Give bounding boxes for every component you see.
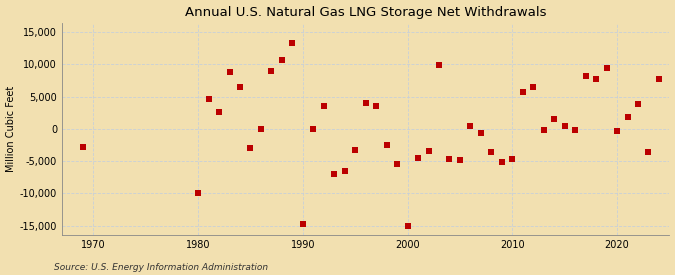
Point — [392, 162, 402, 167]
Point — [612, 129, 622, 134]
Point — [591, 77, 601, 81]
Point — [78, 145, 88, 149]
Point — [235, 85, 246, 89]
Point — [560, 123, 570, 128]
Point — [653, 77, 664, 81]
Point — [444, 156, 455, 161]
Point — [266, 69, 277, 73]
Point — [319, 103, 329, 108]
Point — [549, 116, 560, 121]
Point — [329, 172, 340, 176]
Point — [528, 85, 539, 89]
Point — [402, 224, 413, 228]
Point — [507, 157, 518, 161]
Point — [381, 143, 392, 147]
Point — [423, 149, 434, 154]
Point — [277, 58, 288, 62]
Point — [287, 41, 298, 45]
Point — [622, 115, 633, 120]
Text: Source: U.S. Energy Information Administration: Source: U.S. Energy Information Administ… — [54, 263, 268, 272]
Point — [454, 158, 465, 162]
Point — [486, 150, 497, 154]
Point — [350, 148, 360, 152]
Point — [601, 65, 612, 70]
Point — [518, 89, 529, 94]
Point — [360, 101, 371, 105]
Point — [580, 74, 591, 78]
Point — [340, 169, 350, 173]
Point — [256, 127, 267, 131]
Point — [496, 160, 507, 164]
Point — [539, 127, 549, 132]
Point — [412, 156, 423, 160]
Y-axis label: Million Cubic Feet: Million Cubic Feet — [5, 86, 16, 172]
Point — [371, 103, 381, 108]
Point — [203, 97, 214, 101]
Point — [433, 63, 444, 67]
Point — [214, 109, 225, 114]
Point — [570, 128, 580, 132]
Point — [245, 146, 256, 150]
Point — [475, 131, 486, 135]
Point — [224, 70, 235, 74]
Point — [643, 150, 654, 154]
Point — [465, 124, 476, 128]
Point — [308, 127, 319, 131]
Point — [298, 222, 308, 227]
Point — [193, 191, 204, 196]
Point — [632, 101, 643, 106]
Title: Annual U.S. Natural Gas LNG Storage Net Withdrawals: Annual U.S. Natural Gas LNG Storage Net … — [185, 6, 547, 18]
